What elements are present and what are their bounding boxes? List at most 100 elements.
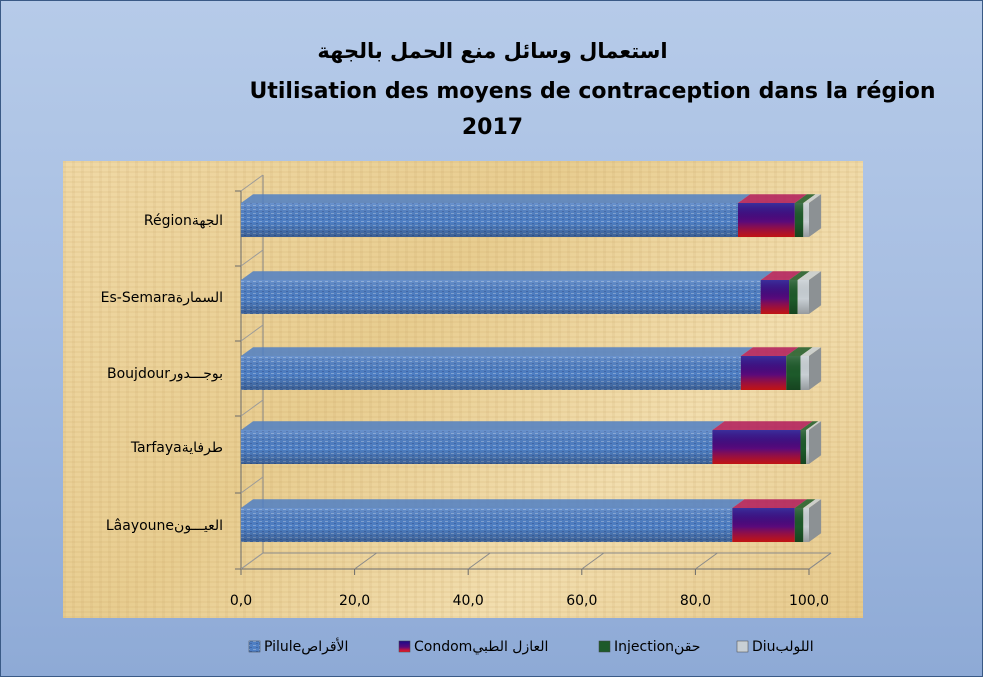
bar-top-face — [740, 347, 799, 356]
bar-end-face — [809, 499, 822, 542]
chart-title-year: 2017 — [461, 115, 524, 140]
bar-end-face — [809, 347, 822, 390]
bar-shading — [800, 356, 809, 390]
legend-item: Condomالعازل الطبي — [398, 639, 548, 655]
bar-shading — [740, 356, 787, 390]
bar-segment-injection — [786, 347, 813, 390]
x-gridline-depth — [808, 552, 832, 570]
bar-shading — [732, 508, 795, 542]
x-gridline-depth — [467, 552, 491, 570]
legend-swatch-texture — [249, 641, 260, 652]
y-gridline-depth — [240, 552, 264, 570]
bar-top-face — [794, 194, 816, 203]
bar-top-face — [241, 421, 725, 430]
bar-shading — [241, 508, 733, 542]
x-tick-label: 0,0 — [230, 593, 252, 609]
bar-shading — [241, 430, 713, 464]
bar-shading — [794, 203, 804, 237]
bar-shading — [760, 280, 790, 314]
bar-top-face — [794, 499, 816, 508]
bar-end-face — [809, 194, 822, 237]
legend-swatch — [736, 640, 749, 653]
category-label: Tarfayaطرفاية — [130, 440, 223, 456]
x-tick-label: 80,0 — [680, 593, 711, 609]
y-gridline-depth — [240, 174, 264, 192]
bar-top-face — [803, 194, 822, 203]
bar-shading — [241, 356, 741, 390]
y-gridline-depth — [240, 476, 264, 494]
bar-segment-pilule — [241, 194, 751, 237]
bar-top-face — [800, 421, 819, 430]
bar-end-face — [809, 271, 822, 314]
category-label: Boujdourبوجـــدور — [107, 366, 223, 382]
legend-label: Piluleالأقراص — [264, 637, 348, 655]
bar-top-face — [712, 421, 813, 430]
bar-segment-condom — [732, 499, 807, 542]
category-label: Régionالجهة — [144, 213, 223, 229]
bar-segment-diu — [803, 499, 822, 542]
bar-top-face — [241, 194, 751, 203]
x-tick-label: 40,0 — [453, 593, 484, 609]
legend-label: Condomالعازل الطبي — [414, 639, 548, 655]
category-label: Lâayouneالعيـــون — [106, 518, 223, 534]
bar-shading — [803, 508, 809, 542]
bar-top-face — [786, 347, 813, 356]
bar-segment-condom — [738, 194, 807, 237]
x-gridline-depth — [581, 552, 605, 570]
x-tick-label: 60,0 — [566, 593, 597, 609]
legend-item: Diuاللولب — [736, 639, 814, 655]
bar-segment-injection — [794, 194, 816, 237]
bar-top-face — [732, 499, 807, 508]
x-tick-label: 20,0 — [339, 593, 370, 609]
bar-segment-injection — [789, 271, 810, 314]
x-gridline-depth — [695, 552, 718, 570]
bar-segment-diu — [806, 421, 822, 464]
legend-label: Injectionحقن — [614, 639, 700, 655]
bar-top-face — [241, 347, 753, 356]
x-tick-label: 100,0 — [789, 593, 829, 609]
bar-segment-pilule — [241, 347, 753, 390]
bar-segment-diu — [797, 271, 822, 314]
bar-shading — [786, 356, 801, 390]
bar-segment-pilule — [241, 421, 725, 464]
bar-shading — [794, 508, 804, 542]
bar-shading — [806, 430, 809, 464]
bar-top-face — [800, 347, 822, 356]
x-gridline-depth — [354, 552, 377, 570]
bar-shading — [797, 280, 809, 314]
category-label: Es-Semaraالسمارة — [101, 290, 223, 306]
bar-top-face — [806, 421, 822, 430]
bar-shading — [803, 203, 809, 237]
bar-segment-pilule — [241, 271, 773, 314]
bar-top-face — [789, 271, 810, 280]
bar-shading — [241, 280, 761, 314]
y-gridline-depth — [240, 324, 264, 342]
bar-shading — [241, 203, 738, 237]
chart-title-arabic: استعمال وسائل منع الحمل بالجهة — [317, 39, 668, 63]
legend-item: Injectionحقن — [598, 639, 700, 655]
bar-segment-diu — [803, 194, 822, 237]
bar-end-face — [809, 421, 822, 464]
bar-top-face — [241, 271, 773, 280]
bar-shading — [738, 203, 795, 237]
bar-segment-condom — [760, 271, 802, 314]
bar-segment-injection — [794, 499, 816, 542]
bar-shading — [712, 430, 801, 464]
bar-top-face — [803, 499, 822, 508]
bar-segment-condom — [712, 421, 813, 464]
bar-segment-injection — [800, 421, 819, 464]
bar-shading — [800, 430, 807, 464]
bar-top-face — [738, 194, 807, 203]
y-gridline-depth — [240, 249, 264, 267]
legend-swatch — [598, 640, 611, 653]
bar-top-face — [760, 271, 802, 280]
bar-segment-pilule — [241, 499, 745, 542]
legend-swatch — [398, 640, 411, 653]
bar-top-face — [241, 499, 745, 508]
legend-item: Piluleالأقراص — [248, 637, 348, 655]
chart-title-french: Utilisation des moyens de contraception … — [249, 79, 936, 104]
y-gridline-depth — [240, 399, 264, 417]
bar-segment-diu — [800, 347, 822, 390]
